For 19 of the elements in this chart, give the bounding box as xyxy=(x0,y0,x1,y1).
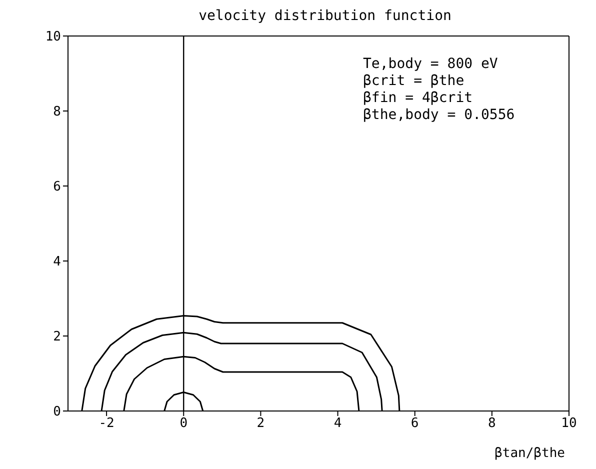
y-tick-label: 6 xyxy=(53,180,61,195)
x-tick-label: 8 xyxy=(488,416,496,432)
x-tick-label: 6 xyxy=(410,416,419,432)
x-tick-label: 2 xyxy=(256,416,265,432)
annotation: βthe,body = 0.0556 xyxy=(363,107,515,124)
x-tick-label: 4 xyxy=(334,416,342,432)
annotation: Te,body = 800 eV xyxy=(363,56,499,73)
y-tick-label: 0 xyxy=(53,404,61,420)
annotation: βcrit = βthe xyxy=(363,73,466,90)
x-tick-label: 10 xyxy=(561,416,577,432)
annotation: βfin = 4βcrit xyxy=(363,90,474,107)
y-tick-label: 8 xyxy=(53,104,61,120)
y-tick-label: 2 xyxy=(53,330,61,345)
chart-title: velocity distribution function xyxy=(198,8,452,24)
x-axis-title: βtan/βthe xyxy=(494,446,566,461)
y-tick-label: 10 xyxy=(45,30,61,45)
x-tick-label: -2 xyxy=(98,416,114,432)
x-tick-label: 0 xyxy=(180,416,188,432)
y-tick-label: 4 xyxy=(53,254,62,270)
